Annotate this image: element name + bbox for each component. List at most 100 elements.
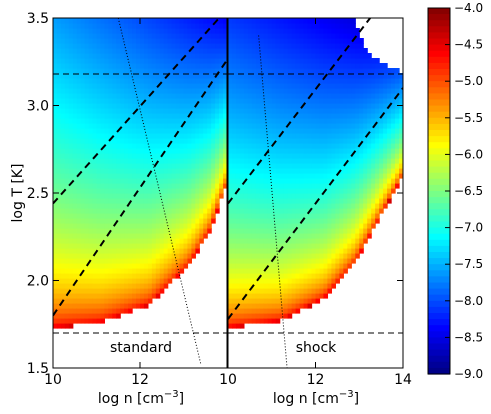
heatmap-cell	[167, 78, 173, 84]
heatmap-cell	[128, 88, 133, 94]
heatmap-cell	[263, 48, 269, 54]
heatmap-cell	[375, 193, 380, 199]
heatmap-cell	[171, 68, 177, 74]
heatmap-cell	[219, 168, 224, 174]
heatmap-cell	[367, 233, 372, 239]
heatmap-cell	[219, 18, 224, 24]
heatmap-cell	[327, 228, 333, 234]
heatmap-cell	[203, 138, 208, 144]
heatmap-cell	[295, 213, 301, 219]
heatmap-cell	[275, 93, 281, 99]
heatmap-cell	[335, 248, 340, 254]
heatmap-cell	[203, 123, 208, 129]
heatmap-cell	[239, 308, 245, 314]
heatmap-cell	[203, 183, 208, 189]
heatmap-cell	[287, 73, 293, 79]
heatmap-cell	[363, 198, 368, 204]
heatmap-cell	[323, 218, 329, 224]
heatmap-cell	[88, 158, 94, 164]
heatmap-cell	[96, 28, 102, 34]
heatmap-cell	[259, 113, 265, 119]
heatmap-cell	[100, 188, 105, 194]
heatmap-cell	[60, 323, 66, 329]
colorbar-step	[428, 20, 450, 27]
heatmap-cell	[267, 223, 273, 229]
heatmap-cell	[84, 293, 90, 299]
heatmap-cell	[68, 58, 74, 64]
heatmap-cell	[327, 93, 333, 99]
heatmap-cell	[100, 198, 105, 204]
heatmap-cell	[355, 198, 360, 204]
heatmap-cell	[151, 143, 157, 149]
heatmap-cell	[395, 158, 400, 164]
heatmap-cell	[147, 148, 153, 154]
heatmap-cell	[267, 133, 273, 139]
heatmap-cell	[195, 223, 200, 229]
heatmap-cell	[84, 158, 90, 164]
heatmap-cell	[151, 188, 157, 194]
heatmap-cell	[291, 223, 297, 229]
heatmap-cell	[303, 108, 309, 114]
heatmap-cell	[60, 283, 66, 289]
heatmap-cell	[207, 193, 212, 199]
heatmap-cell	[92, 218, 98, 224]
heatmap-cell	[56, 48, 62, 54]
heatmap-cell	[315, 138, 321, 144]
heatmap-cell	[339, 43, 344, 49]
heatmap-cell	[187, 88, 192, 94]
heatmap-cell	[120, 213, 125, 219]
heatmap-cell	[363, 53, 368, 59]
heatmap-cell	[359, 43, 364, 49]
heatmap-cell	[120, 193, 125, 199]
heatmap-cell	[215, 23, 220, 29]
heatmap-cell	[327, 273, 333, 279]
heatmap-cell	[132, 108, 137, 114]
heatmap-cell	[351, 53, 356, 59]
heatmap-cell	[132, 203, 137, 209]
heatmap-cell	[215, 123, 220, 129]
heatmap-cell	[179, 163, 185, 169]
heatmap-cell	[92, 168, 98, 174]
heatmap-cell	[371, 88, 376, 94]
heatmap-cell	[56, 153, 62, 159]
heatmap-cell	[92, 23, 98, 29]
heatmap-cell	[159, 253, 165, 259]
heatmap-cell	[96, 103, 102, 109]
heatmap-cell	[92, 313, 98, 319]
heatmap-cell	[343, 28, 348, 34]
heatmap-cell	[219, 48, 224, 54]
heatmap-cell	[84, 258, 90, 264]
heatmap-cell	[155, 293, 161, 299]
heatmap-cell	[124, 303, 129, 309]
heatmap-cell	[68, 68, 74, 74]
heatmap-cell	[136, 38, 141, 44]
heatmap-cell	[315, 108, 321, 114]
heatmap-cell	[347, 128, 352, 134]
heatmap-cell	[287, 198, 293, 204]
heatmap-cell	[275, 78, 281, 84]
heatmap-cell	[207, 88, 212, 94]
heatmap-cell	[183, 58, 189, 64]
colorbar-step	[428, 8, 450, 15]
heatmap-cell	[163, 103, 169, 109]
heatmap-cell	[76, 238, 82, 244]
heatmap-cell	[351, 198, 356, 204]
heatmap-cell	[219, 98, 224, 104]
heatmap-cell	[275, 283, 281, 289]
heatmap-cell	[56, 123, 62, 129]
heatmap-cell	[151, 153, 157, 159]
heatmap-cell	[263, 178, 269, 184]
heatmap-cell	[315, 238, 321, 244]
heatmap-cell	[291, 18, 297, 24]
heatmap-cell	[151, 253, 157, 259]
heatmap-cell	[155, 73, 161, 79]
heatmap-cell	[64, 108, 70, 114]
heatmap-cell	[259, 198, 265, 204]
heatmap-cell	[92, 133, 98, 139]
heatmap-cell	[243, 193, 249, 199]
heatmap-cell	[191, 88, 196, 94]
heatmap-cell	[104, 213, 109, 219]
heatmap-cell	[132, 223, 137, 229]
heatmap-cell	[375, 83, 380, 89]
heatmap-cell	[291, 143, 297, 149]
